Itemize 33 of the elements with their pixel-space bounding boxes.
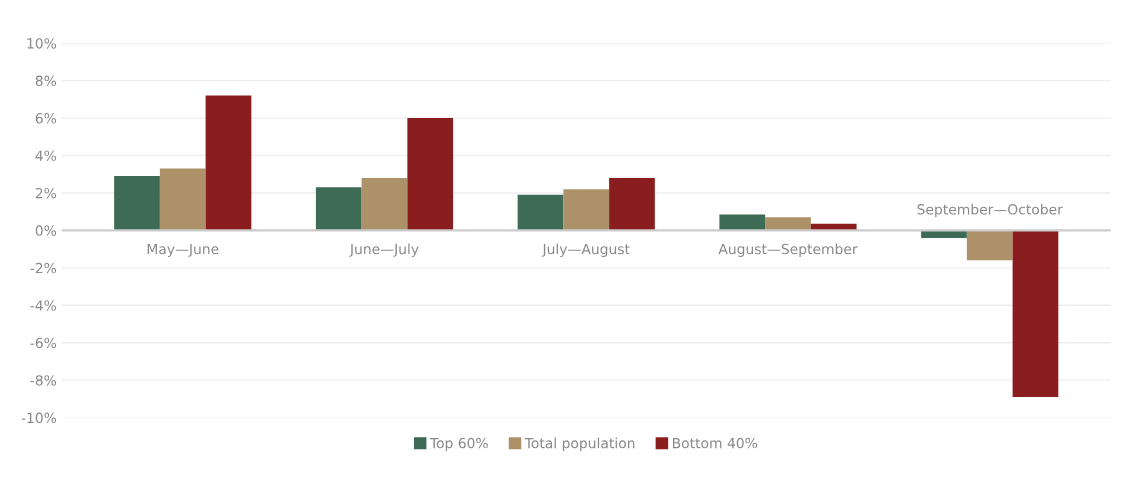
x-tick-label: June—July — [349, 243, 419, 257]
bar — [719, 214, 766, 231]
y-tick-label: 10% — [27, 38, 57, 49]
y-tick-label: 2% — [35, 187, 57, 199]
y-tick-label: 0% — [35, 225, 57, 236]
bar — [159, 168, 206, 231]
y-tick-label: -10% — [21, 412, 57, 424]
bar — [765, 217, 811, 231]
bar — [205, 95, 252, 231]
bar — [563, 189, 610, 231]
y-tick-label: 4% — [35, 150, 57, 161]
bar — [966, 230, 1013, 261]
x-tick-label: July—August — [541, 243, 630, 257]
y-tick-label: -6% — [30, 337, 57, 349]
legend-label: Top 60% — [429, 437, 488, 452]
x-tick-label: May—June — [147, 243, 219, 257]
bar — [114, 176, 160, 231]
bar — [361, 177, 408, 231]
y-tick-label: -2% — [30, 262, 57, 274]
legend-label: Total population — [524, 437, 635, 452]
bar — [517, 194, 564, 231]
bar — [315, 187, 362, 231]
bar — [407, 118, 454, 231]
y-tick-label: -8% — [30, 375, 57, 386]
legend-label: Bottom 40% — [672, 437, 758, 449]
x-tick-label: August—September — [718, 243, 858, 257]
bar — [1012, 230, 1059, 398]
x-tick-label: September—October — [917, 203, 1063, 218]
bar — [609, 177, 655, 231]
y-tick-label: -4% — [30, 300, 57, 311]
y-tick-label: 6% — [35, 113, 57, 124]
y-tick-label: 8% — [35, 75, 57, 87]
bar — [921, 230, 967, 238]
